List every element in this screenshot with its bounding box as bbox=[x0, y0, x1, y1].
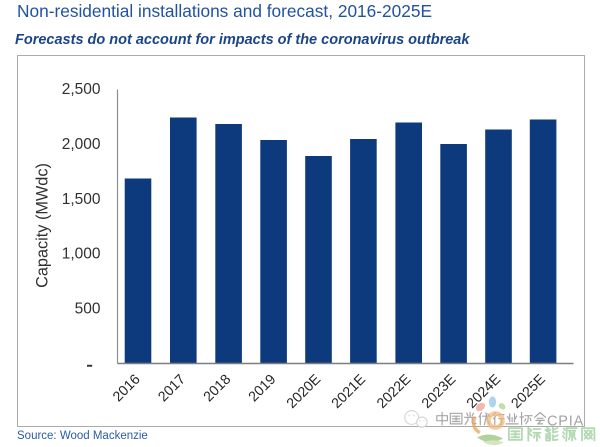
svg-text:2,500: 2,500 bbox=[62, 81, 101, 98]
svg-text:1,000: 1,000 bbox=[62, 246, 101, 263]
svg-text:Capacity (MWdc): Capacity (MWdc) bbox=[34, 163, 52, 288]
svg-text:1,500: 1,500 bbox=[62, 191, 101, 208]
svg-text:CPIA: CPIA bbox=[547, 414, 584, 430]
svg-text:500: 500 bbox=[75, 300, 101, 317]
svg-text:2,000: 2,000 bbox=[62, 136, 101, 153]
